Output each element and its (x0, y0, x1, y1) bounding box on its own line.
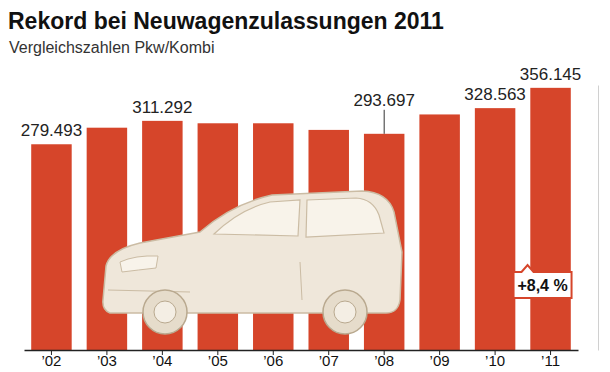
annotation-text: +8,4 % (517, 277, 567, 294)
bar (419, 114, 459, 350)
tick: ’11 (541, 350, 560, 369)
bar (530, 88, 570, 350)
y-axis-line (598, 86, 599, 351)
tick-label: ’02 (41, 352, 61, 369)
subtitle: Vergleichszahlen Pkw/Kombi (9, 39, 214, 56)
tick: ’06 (263, 350, 283, 369)
leader-line (384, 110, 385, 134)
bar (475, 108, 515, 350)
title: Rekord bei Neuwagenzulassungen 2011 (8, 8, 444, 34)
tick-label: ’03 (97, 352, 117, 369)
tick: ’02 (41, 350, 61, 369)
chart: Rekord bei Neuwagenzulassungen 2011 Vergl… (0, 0, 610, 372)
car-hubcap (154, 301, 176, 323)
tick-label: ’07 (319, 352, 339, 369)
car-illustration (103, 191, 402, 334)
tick: ’05 (208, 350, 228, 369)
y-axis (598, 86, 599, 351)
tick-label: ’10 (485, 352, 505, 369)
tick-label: ’04 (152, 352, 172, 369)
bar (87, 128, 127, 350)
car-wheel (143, 290, 187, 334)
data-label: 328.563 (464, 85, 525, 104)
tick: ’07 (319, 350, 339, 369)
car-window (306, 198, 384, 237)
car-wheel (323, 290, 367, 334)
car-window (214, 200, 300, 236)
tick: ’03 (97, 350, 117, 369)
data-labels: 279.493 311.292 293.697 328.563356.145 (21, 65, 582, 140)
car-hubcap (334, 301, 356, 323)
x-axis: ’02 ’03 ’04 ’05 ’06 ’07 ’08 ’09 ’10 ’11 (25, 350, 579, 369)
bars (31, 88, 571, 350)
car-detail (108, 262, 302, 300)
annotation-box (514, 265, 572, 298)
tick-label: ’06 (263, 352, 283, 369)
data-label: 279.493 (21, 121, 82, 140)
data-label: 293.697 (353, 91, 414, 110)
data-label: 356.145 (520, 65, 581, 84)
tick-label: ’09 (430, 352, 450, 369)
tick: ’09 (430, 350, 450, 369)
tick-label: ’05 (208, 352, 228, 369)
bar (31, 144, 71, 350)
tick-label: ’11 (541, 352, 560, 369)
annotation: +8,4 % (514, 265, 572, 298)
car-headlight (120, 256, 158, 272)
data-label: 311.292 (132, 98, 192, 117)
tick: ’10 (485, 350, 505, 369)
tick: ’08 (374, 350, 394, 369)
tick-label: ’08 (374, 352, 394, 369)
tick: ’04 (152, 350, 172, 369)
